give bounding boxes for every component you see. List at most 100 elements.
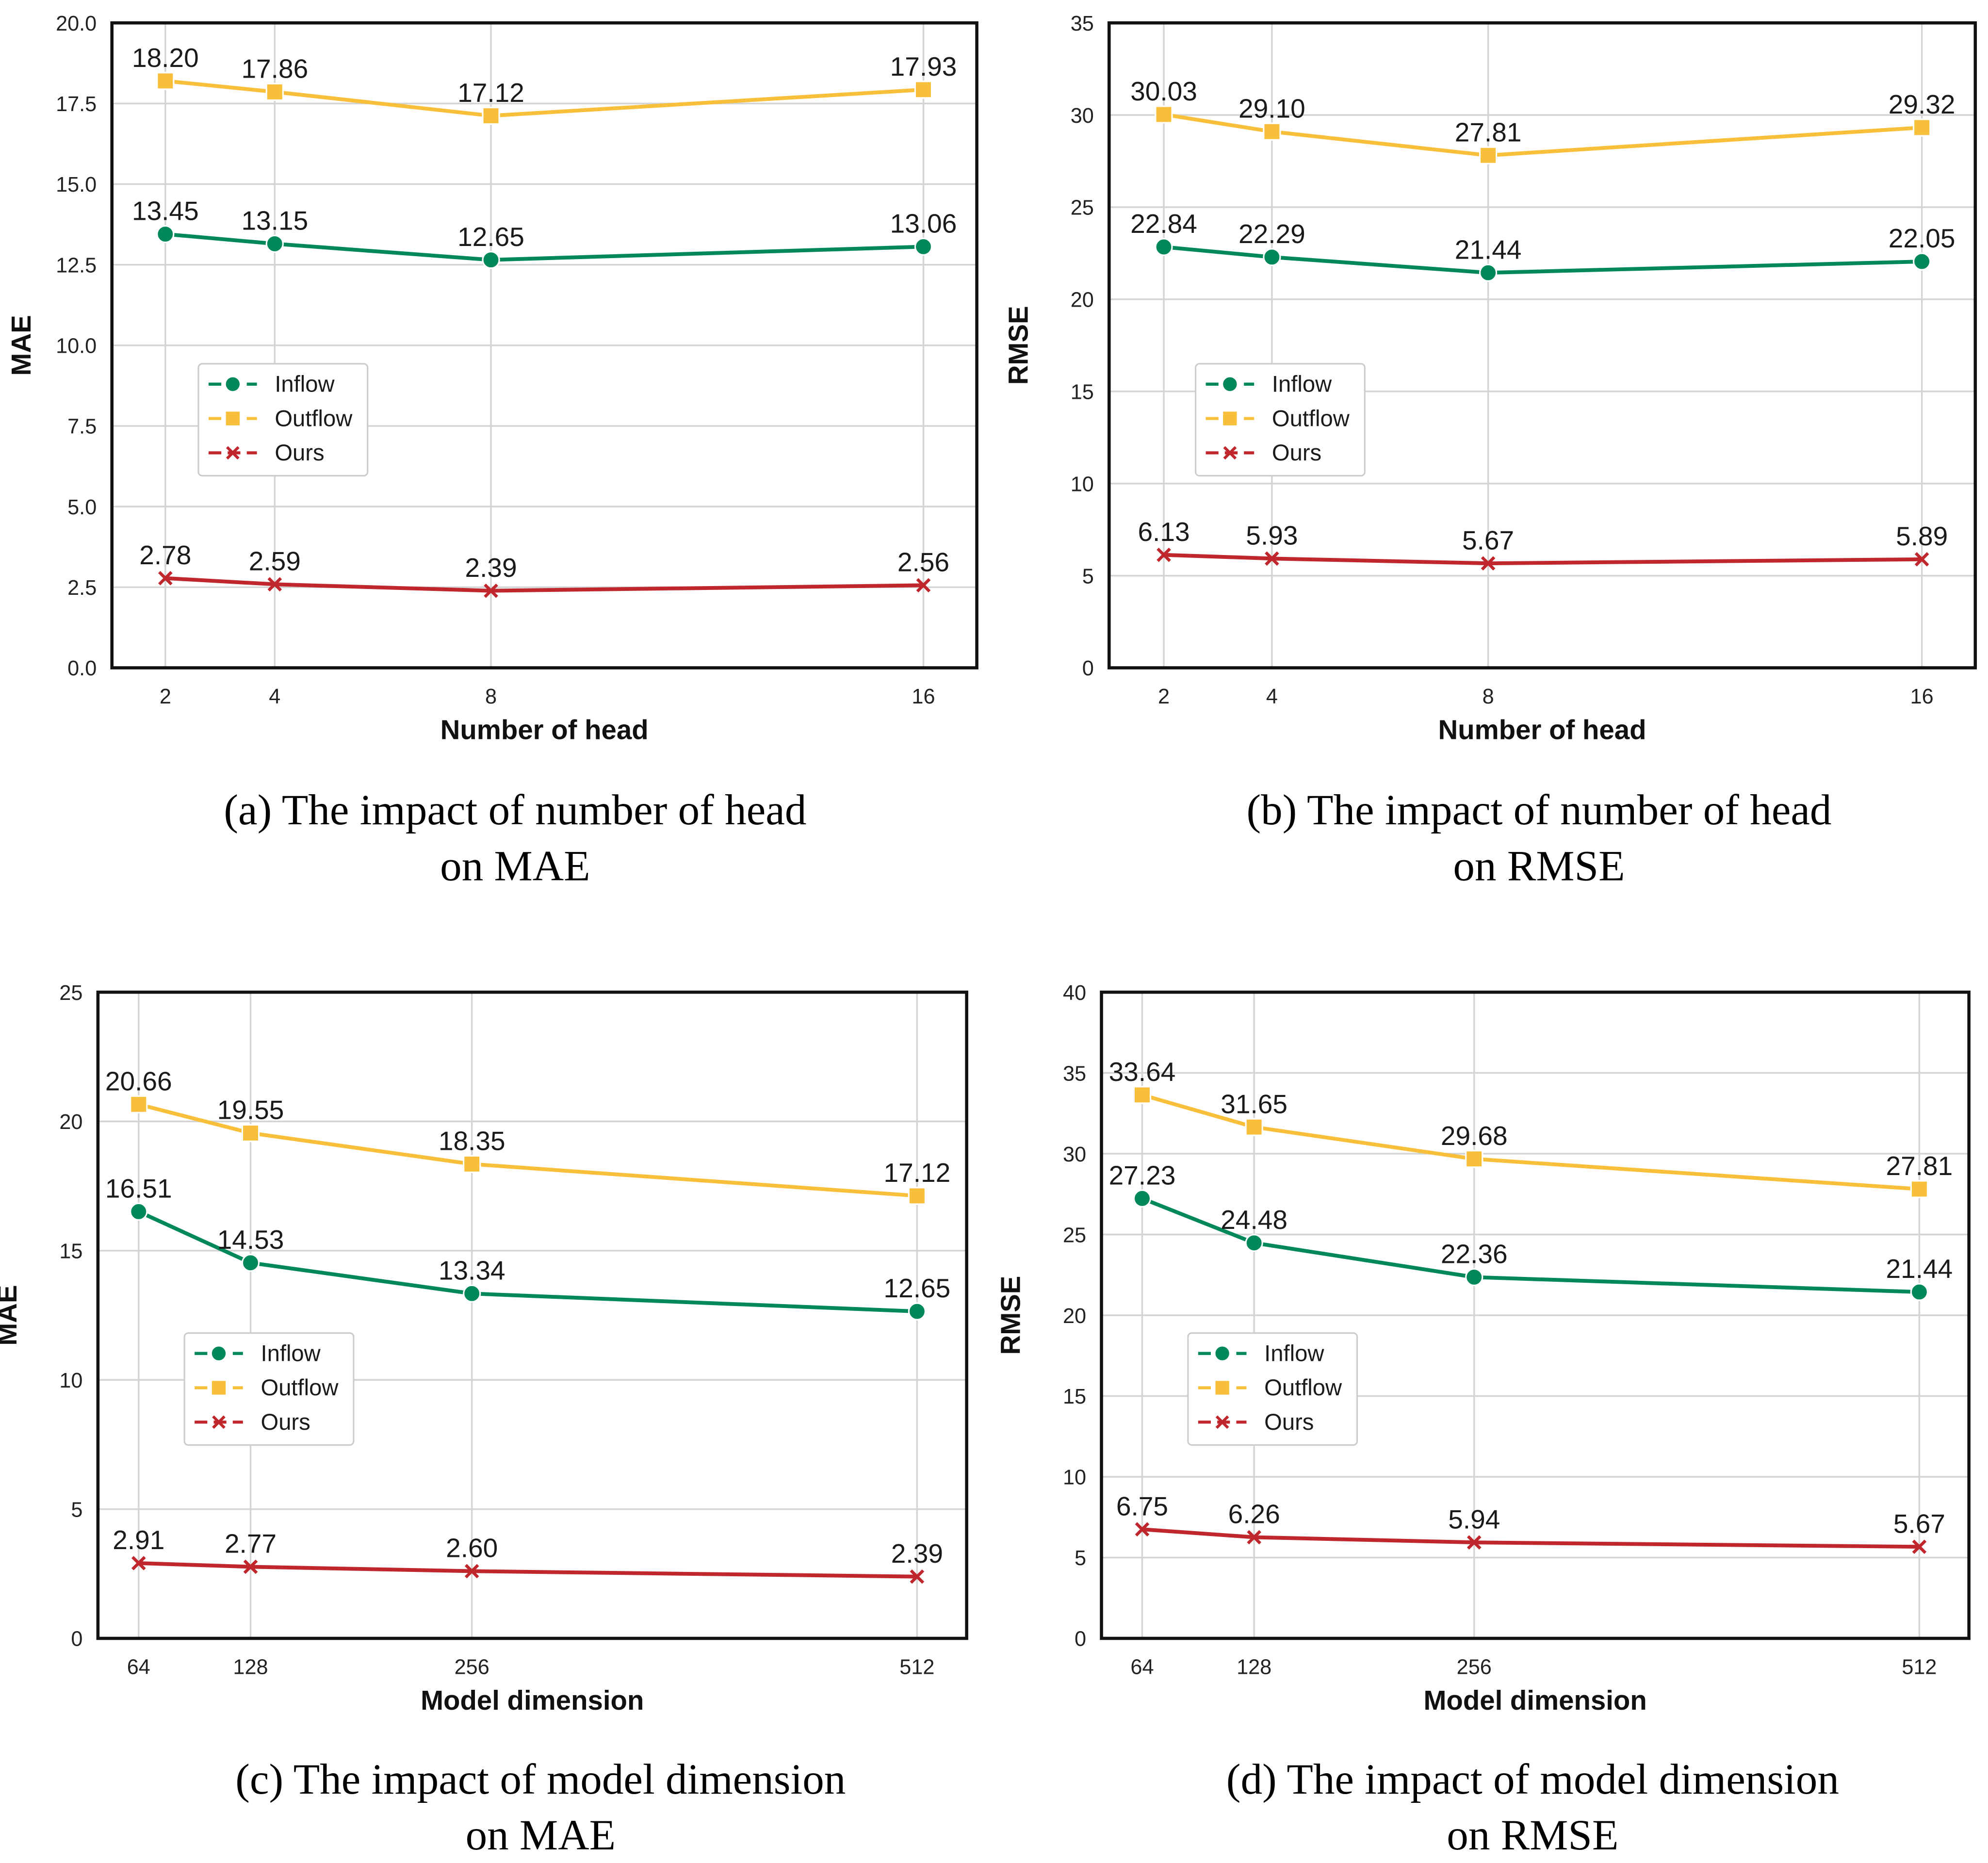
data-point [267,577,282,592]
y-tick-label: 30 [1063,1143,1086,1166]
series-line [1163,245,1922,275]
caption-line: (d) The impact of model dimension [1226,1756,1839,1803]
plot-frame [96,990,968,1640]
data-point [1913,252,1931,271]
data-point [484,583,498,598]
x-tick-label: 2 [1158,685,1170,708]
data-label: 30.03 [1130,76,1197,106]
data-label: 6.13 [1138,517,1190,547]
x-tick-label: 8 [1483,685,1494,708]
data-label: 12.65 [883,1273,950,1303]
data-label: 31.65 [1221,1089,1287,1119]
data-label: 18.20 [132,43,199,73]
y-tick-label: 12.5 [56,254,97,277]
legend-marker [1222,376,1238,393]
series-ours: 6.75 6.26 5.94 5.67 [1116,1491,1945,1554]
y-axis-label: RMSE [1003,306,1033,385]
x-tick-label: 4 [269,685,280,708]
y-tick-label: 40 [1063,981,1086,1005]
x-tick-label: 2 [160,685,171,708]
legend-box [197,363,369,477]
series-line [1141,1196,1920,1294]
caption-line: on RMSE [1453,842,1625,890]
data-label: 33.64 [1109,1057,1176,1087]
data-point [1914,552,1929,567]
legend-marker [224,410,242,427]
data-label: 2.77 [225,1529,277,1559]
data-point [1245,1118,1263,1136]
caption-line: (c) The impact of model dimension [235,1756,846,1803]
legend-label: Ours [1272,440,1321,466]
y-axis-label: MAE [6,315,36,376]
legend-label: Inflow [275,372,335,397]
data-point [243,1559,258,1574]
chart-panel-3: 0 5 10 15 20 25 64 128 256 512 Model dimension MAE 1… [0,981,968,1859]
y-tick-label: 5 [1075,1547,1086,1570]
legend-marker [1214,1379,1231,1396]
x-tick-label: 512 [1902,1655,1937,1679]
x-axis-label: Number of head [1438,714,1646,745]
data-point [1263,248,1281,266]
data-label: 5.67 [1462,525,1514,555]
data-label: 2.91 [113,1525,164,1555]
data-point [914,237,933,256]
legend-box [1187,1332,1358,1446]
data-point [1265,551,1279,566]
data-point [1245,1234,1263,1252]
data-point [908,1187,926,1205]
x-tick-label: 128 [1237,1655,1271,1679]
legend: Inflow Outflow Ours [183,1332,355,1446]
chart-panel-4: 0 5 10 15 20 25 30 35 40 64 128 256 512 Model dimensi… [995,981,1971,1859]
caption-line: on MAE [440,842,590,890]
data-point [1913,118,1931,137]
data-point [1910,1283,1929,1301]
y-tick-label: 10.0 [56,335,97,358]
series-line [1163,553,1922,566]
data-label: 27.81 [1886,1151,1953,1181]
y-tick-label: 15.0 [56,173,97,196]
x-axis-label: Model dimension [1423,1685,1646,1716]
x-tick-label: 8 [485,685,497,708]
data-label: 27.81 [1455,117,1522,147]
x-tick-label: 256 [1457,1655,1492,1679]
data-label: 6.26 [1228,1499,1280,1529]
y-tick-label: 25 [1063,1224,1086,1247]
legend-label: Outflow [261,1375,339,1401]
data-point [910,1569,925,1584]
data-label: 22.84 [1130,209,1197,239]
y-tick-label: 30 [1071,104,1094,128]
data-label: 2.56 [897,547,949,577]
y-tick-label: 15 [59,1240,82,1263]
series-line [1141,1093,1920,1191]
legend-label: Ours [275,440,324,466]
data-point [1247,1530,1261,1545]
series-outflow: 30.03 29.10 27.81 29.32 [1130,76,1955,164]
legend: Inflow Outflow Ours [197,363,369,477]
legend: Inflow Outflow Ours [1187,1332,1358,1446]
legend-marker [1223,446,1237,460]
data-point [916,578,931,593]
legend-marker [210,1345,228,1362]
x-tick-label: 4 [1266,685,1278,708]
data-label: 13.15 [241,206,308,236]
data-label: 19.55 [217,1095,284,1125]
data-label: 29.68 [1441,1121,1508,1151]
series-ours: 2.91 2.77 2.60 2.39 [113,1525,943,1584]
chart-panel-1: 0.0 2.5 5.0 7.5 10.0 12.5 15.0 17.5 20.0 2 4 8 16 Num… [6,12,978,890]
data-label: 2.39 [891,1538,943,1569]
y-tick-label: 20 [59,1111,82,1134]
series-outflow: 18.20 17.86 17.12 17.93 [132,43,957,125]
y-tick-label: 5 [1082,565,1094,588]
plot-area [98,992,967,1638]
data-label: 17.93 [890,51,957,82]
data-point [241,1254,260,1272]
series-line [1142,1527,1920,1549]
caption-line: on MAE [466,1812,616,1859]
data-label: 29.10 [1238,93,1305,123]
data-point [1155,105,1173,124]
legend-label: Outflow [1264,1375,1342,1401]
legend-marker [1222,410,1238,427]
legend-marker [226,446,240,460]
y-tick-label: 20 [1063,1305,1086,1328]
series-ours: 6.13 5.93 5.67 5.89 [1138,517,1948,571]
